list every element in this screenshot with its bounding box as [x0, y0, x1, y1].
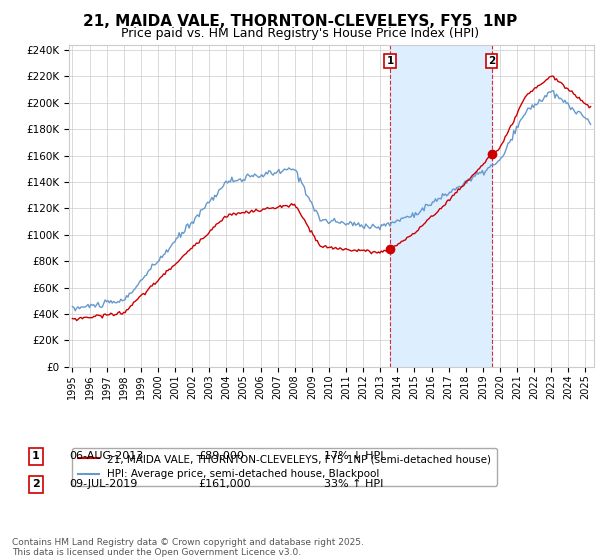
Legend: 21, MAIDA VALE, THORNTON-CLEVELEYS, FY5 1NP (semi-detached house), HPI: Average : 21, MAIDA VALE, THORNTON-CLEVELEYS, FY5 …: [71, 448, 497, 486]
Text: £161,000: £161,000: [198, 479, 251, 489]
Text: Contains HM Land Registry data © Crown copyright and database right 2025.
This d: Contains HM Land Registry data © Crown c…: [12, 538, 364, 557]
Text: £89,000: £89,000: [198, 451, 244, 461]
Text: 09-JUL-2019: 09-JUL-2019: [69, 479, 137, 489]
Text: 33% ↑ HPI: 33% ↑ HPI: [324, 479, 383, 489]
Text: 21, MAIDA VALE, THORNTON-CLEVELEYS, FY5  1NP: 21, MAIDA VALE, THORNTON-CLEVELEYS, FY5 …: [83, 14, 517, 29]
Text: Price paid vs. HM Land Registry's House Price Index (HPI): Price paid vs. HM Land Registry's House …: [121, 27, 479, 40]
Text: 1: 1: [32, 451, 40, 461]
Text: 2: 2: [32, 479, 40, 489]
Text: 06-AUG-2013: 06-AUG-2013: [69, 451, 143, 461]
Bar: [390, 45, 492, 367]
Text: 17% ↓ HPI: 17% ↓ HPI: [324, 451, 383, 461]
Text: 1: 1: [386, 55, 394, 66]
Text: 2: 2: [488, 55, 496, 66]
